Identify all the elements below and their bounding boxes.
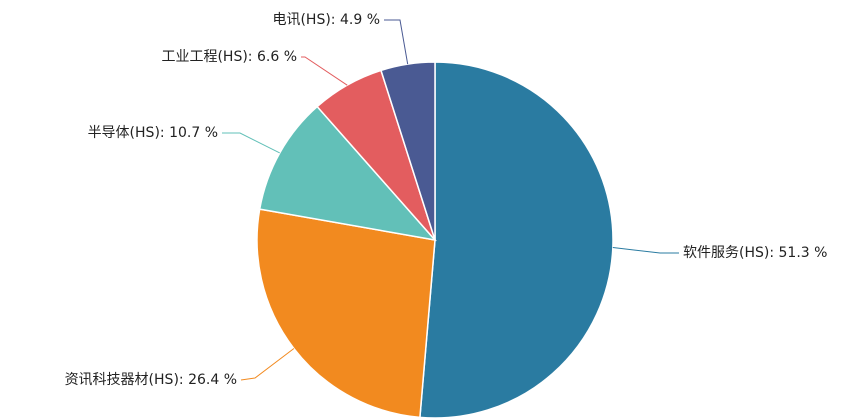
slice-label: 电讯(HS): 4.9 % xyxy=(272,12,380,28)
leader-line xyxy=(301,56,348,86)
leader-line xyxy=(222,132,280,154)
leader-line xyxy=(612,247,679,254)
slice-label: 软件服务(HS): 51.3 % xyxy=(683,245,827,261)
pie-slice xyxy=(380,61,436,241)
pie-slice xyxy=(256,208,436,419)
pie-slice xyxy=(258,105,437,242)
leader-line xyxy=(240,348,295,381)
pie-slice xyxy=(419,61,614,419)
slice-label: 资讯科技器材(HS): 26.4 % xyxy=(65,372,237,388)
slice-label: 半导体(HS): 10.7 % xyxy=(88,125,218,141)
slice-label: 工业工程(HS): 6.6 % xyxy=(161,49,297,65)
leader-line xyxy=(384,19,409,65)
